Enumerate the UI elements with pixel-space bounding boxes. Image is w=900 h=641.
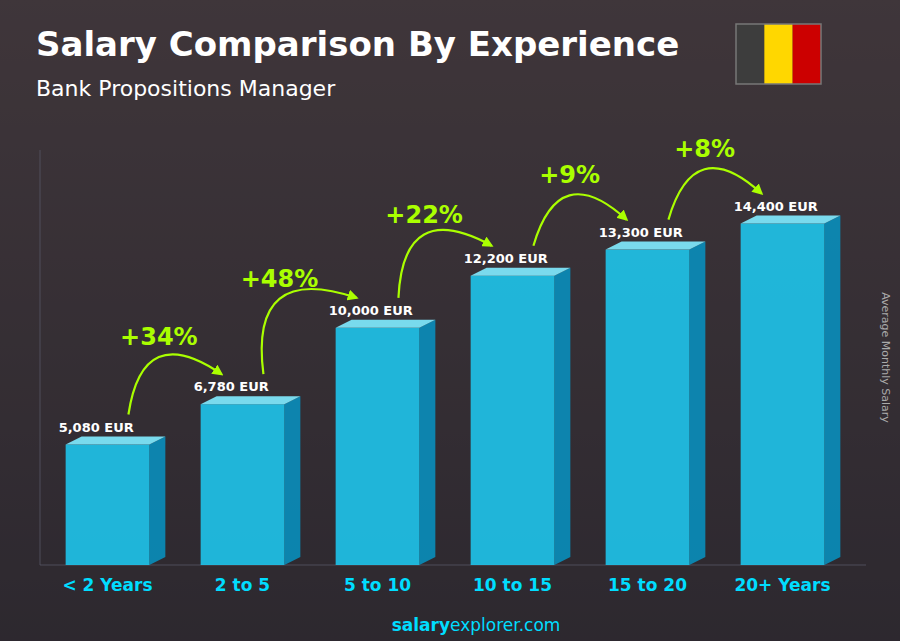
change-label: +48% <box>241 265 319 293</box>
bar <box>66 445 150 565</box>
data-label: 10,000 EUR <box>329 303 413 318</box>
bar <box>336 328 420 565</box>
bar-side <box>419 320 435 565</box>
bar-top <box>66 437 166 445</box>
bars <box>66 216 841 565</box>
bar <box>201 404 285 565</box>
bar-side <box>284 396 300 565</box>
y-axis-line <box>40 150 41 565</box>
x-tick-label: 5 to 10 <box>344 575 411 595</box>
footer: explorer.com <box>450 615 560 635</box>
bar <box>741 224 825 565</box>
data-label: 5,080 EUR <box>59 420 134 435</box>
title: Salary Comparison By Experience <box>36 24 679 64</box>
x-tick-label: 2 to 5 <box>215 575 270 595</box>
change-arrow <box>398 230 491 298</box>
footer: salary <box>392 615 450 635</box>
change-label: +8% <box>674 135 735 163</box>
flag-stripe <box>793 24 821 84</box>
x-tick-label: < 2 Years <box>62 575 152 595</box>
bar-top <box>336 320 436 328</box>
flag-stripe <box>736 24 764 84</box>
subtitle: Bank Propositions Manager <box>36 76 336 101</box>
bar-top <box>471 268 571 276</box>
bar-top <box>741 216 841 224</box>
background <box>0 0 900 641</box>
change-label: +34% <box>120 323 198 351</box>
y-axis-label: Average Monthly Salary <box>879 292 892 423</box>
change-label: +22% <box>385 201 463 229</box>
change-arrow <box>128 354 221 414</box>
flag-stripe <box>764 24 792 84</box>
bar <box>606 250 690 565</box>
data-label: 14,400 EUR <box>734 199 818 214</box>
x-tick-label: 20+ Years <box>734 575 830 595</box>
flag <box>736 24 821 84</box>
bar-side <box>149 437 165 565</box>
flag-border <box>736 24 821 84</box>
bar-side <box>689 242 705 565</box>
x-tick-label: 15 to 20 <box>608 575 687 595</box>
change-arrow <box>533 194 626 245</box>
data-label: 12,200 EUR <box>464 251 548 266</box>
data-label: 6,780 EUR <box>194 379 269 394</box>
data-label: 13,300 EUR <box>599 225 683 240</box>
change-arrow <box>668 168 761 219</box>
x-tick-label: 10 to 15 <box>473 575 552 595</box>
change-arrow <box>262 289 357 374</box>
bar <box>471 276 555 565</box>
bar-top <box>201 396 301 404</box>
bar-side <box>824 216 840 565</box>
chart: Salary Comparison By Experience Bank Prop… <box>0 0 900 641</box>
background-overlay <box>0 0 900 641</box>
bar-side <box>554 268 570 565</box>
change-label: +9% <box>539 161 600 189</box>
bar-top <box>606 242 706 250</box>
